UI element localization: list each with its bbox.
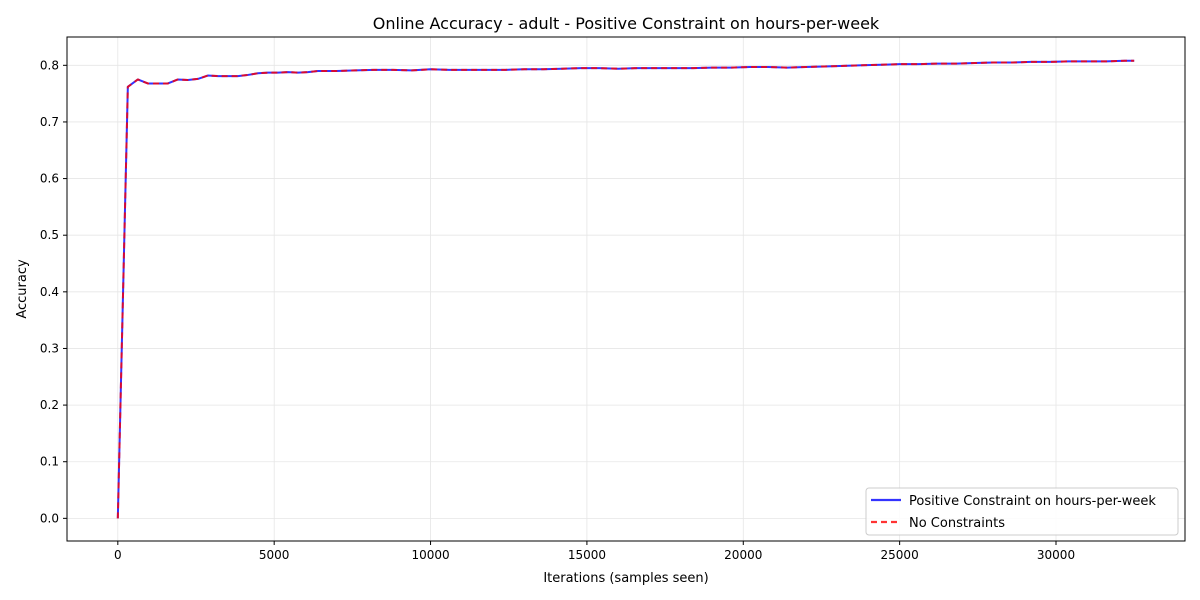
x-tick-label: 10000 [411, 548, 449, 562]
legend-box [865, 487, 1179, 536]
x-axis-ticks: 0 5000 10000 15000 20000 25000 30000 [114, 541, 1075, 562]
x-tick-label: 30000 [1037, 548, 1075, 562]
y-tick-label: 0.7 [40, 115, 59, 129]
legend-label-no-constraints: No Constraints [909, 516, 1005, 531]
y-tick-label: 0.2 [40, 398, 59, 412]
y-tick-label: 0.5 [40, 228, 59, 242]
legend: Positive Constraint on hours-per-week No… [865, 487, 1179, 536]
chart-title: Online Accuracy - adult - Positive Const… [373, 14, 880, 33]
series-line-no-constraints [116, 59, 1135, 519]
y-tick-label: 0.3 [40, 341, 59, 355]
plot-frame [66, 36, 1186, 542]
legend-label-positive-constraint: Positive Constraint on hours-per-week [909, 494, 1156, 509]
x-tick-label: 25000 [881, 548, 919, 562]
y-tick-label: 0.8 [40, 58, 59, 72]
grid [67, 37, 1185, 541]
y-tick-label: 0.4 [40, 285, 59, 299]
x-tick-label: 15000 [568, 548, 606, 562]
y-tick-label: 0.1 [40, 455, 59, 469]
y-axis-title: Accuracy [15, 259, 30, 319]
y-tick-label: 0.6 [40, 172, 59, 186]
x-tick-label: 20000 [724, 548, 762, 562]
plot-series [116, 59, 1135, 519]
y-axis-ticks: 0.0 0.1 0.2 0.3 0.4 0.5 0.6 0.7 0.8 [40, 58, 67, 525]
y-tick-label: 0.0 [40, 511, 59, 525]
x-axis-title: Iterations (samples seen) [543, 571, 708, 586]
x-tick-label: 5000 [259, 548, 290, 562]
x-tick-label: 0 [114, 548, 122, 562]
